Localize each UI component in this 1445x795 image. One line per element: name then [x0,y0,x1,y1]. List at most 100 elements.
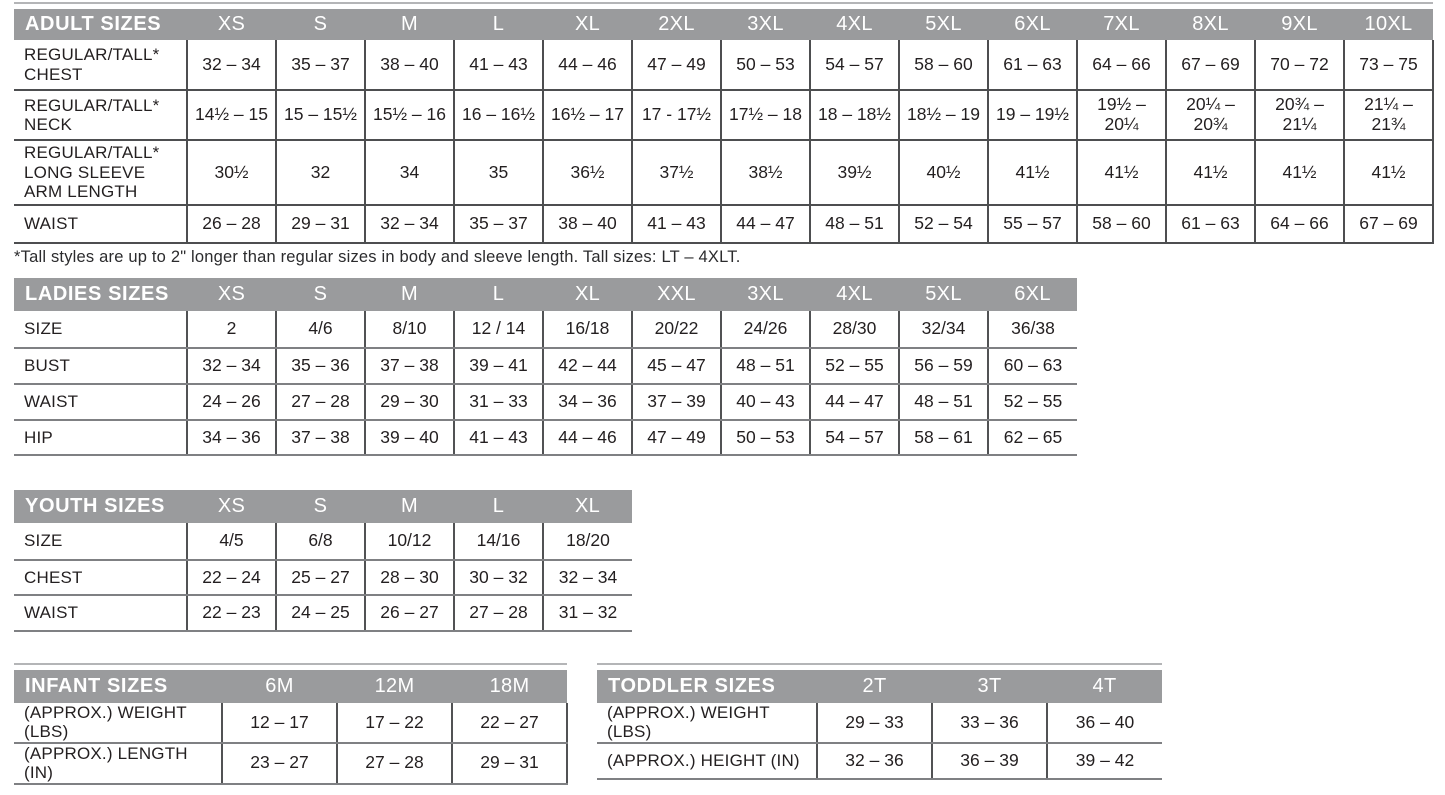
size-value-cell: 41 – 43 [453,420,543,456]
size-value-cell: 44 – 46 [542,420,632,456]
size-value-cell: 32 – 34 [186,40,276,91]
size-value-cell: 54 – 57 [809,40,899,91]
row-label: WAIST [14,205,187,244]
infant-table-row: (APPROX.) LENGTH (IN) 23 – 27 27 – 28 29 – … [14,742,568,785]
size-value-cell: 40 – 43 [720,384,810,421]
size-value-cell: 50 – 53 [720,40,810,91]
size-value-cell: 34 – 36 [542,384,632,421]
size-value-cell: 17 - 17½ [631,90,721,141]
row-label: (APPROX.) WEIGHT (LBS) [14,703,222,744]
youth-table-row: CHEST 22 – 24 25 – 27 28 – 30 30 – 32 32 – 34 [14,560,632,596]
ladies-column-header-xxl: XXL [632,278,721,311]
size-value-cell: 33 – 36 [931,703,1047,744]
ladies-column-header-l: L [454,278,543,311]
size-value-cell: 58 – 60 [1076,205,1166,244]
size-value-cell: 41½ [1076,140,1166,206]
youth-table-title: YOUTH SIZES [14,490,187,523]
size-value-cell: 23 – 27 [221,742,337,785]
row-label: (APPROX.) WEIGHT (LBS) [597,703,817,744]
toddler-table-row: (APPROX.) WEIGHT (LBS) 29 – 33 33 – 36 36 –… [597,703,1162,744]
adult-column-header-6xl: 6XL [988,9,1077,40]
size-value-cell: 24 – 26 [186,384,276,421]
size-value-cell: 32 – 34 [542,560,632,596]
adult-sizes-table: ADULT SIZES XS S M L XL 2XL 3XL 4XL 5XL 6XL 7XL 8XL 9… [14,9,1434,244]
youth-sizes-table: YOUTH SIZES XS S M L XL SIZE 4/5 6/8 10/12 14/16 18… [14,490,632,632]
adult-table-row: WAIST 26 – 28 29 – 31 32 – 34 35 – 37 38 – 40… [14,205,1434,244]
infant-table-title: INFANT SIZES [14,670,222,703]
size-value-cell: 30 – 32 [453,560,543,596]
size-value-cell: 37 – 38 [364,348,454,385]
size-value-cell: 17½ – 18 [720,90,810,141]
size-value-cell: 17 – 22 [336,703,452,744]
size-value-cell: 18½ – 19 [898,90,988,141]
size-value-cell: 37 – 38 [275,420,365,456]
youth-table-row: SIZE 4/5 6/8 10/12 14/16 18/20 [14,523,632,561]
size-value-cell: 39 – 40 [364,420,454,456]
infant-divider-line [14,663,567,665]
toddler-column-header-2t: 2T [817,670,932,703]
size-value-cell: 16/18 [542,311,632,349]
size-value-cell: 36 – 39 [931,742,1047,780]
ladies-table-title: LADIES SIZES [14,278,187,311]
ladies-column-header-6xl: 6XL [988,278,1077,311]
size-value-cell: 62 – 65 [987,420,1077,456]
size-value-cell: 16 – 16½ [453,90,543,141]
size-value-cell: 39 – 42 [1046,742,1162,780]
adult-column-header-xl: XL [543,9,632,40]
size-value-cell: 24/26 [720,311,810,349]
size-value-cell: 19½ – 20¼ [1076,90,1166,141]
adult-column-header-s: S [276,9,365,40]
adult-column-header-2xl: 2XL [632,9,721,40]
size-value-cell: 22 – 24 [186,560,276,596]
size-value-cell: 73 – 75 [1343,40,1434,91]
ladies-table-row: HIP 34 – 36 37 – 38 39 – 40 41 – 43 44 – 46 47… [14,420,1077,456]
size-value-cell: 61 – 63 [987,40,1077,91]
size-value-cell: 41½ [1343,140,1434,206]
size-value-cell: 4/6 [275,311,365,349]
size-value-cell: 10/12 [364,523,454,561]
size-value-cell: 47 – 49 [631,420,721,456]
toddler-table-row: (APPROX.) HEIGHT (IN) 32 – 36 36 – 39 39 – … [597,742,1162,780]
ladies-column-header-xs: XS [187,278,276,311]
size-value-cell: 28/30 [809,311,899,349]
infant-column-header-18m: 18M [452,670,567,703]
size-value-cell: 38 – 40 [364,40,454,91]
adult-table-grid: ADULT SIZES XS S M L XL 2XL 3XL 4XL 5XL 6XL 7XL 8XL 9… [14,9,1434,244]
ladies-column-header-m: M [365,278,454,311]
size-value-cell: 14½ – 15 [186,90,276,141]
size-value-cell: 32 – 34 [186,348,276,385]
row-label: REGULAR/TALL* CHEST [14,40,187,91]
size-value-cell: 2 [186,311,276,349]
size-value-cell: 12 / 14 [453,311,543,349]
size-value-cell: 37½ [631,140,721,206]
size-value-cell: 34 – 36 [186,420,276,456]
size-value-cell: 39½ [809,140,899,206]
row-label: REGULAR/TALL* LONG SLEEVE ARM LENGTH [14,140,187,206]
size-value-cell: 37 – 39 [631,384,721,421]
ladies-column-header-4xl: 4XL [810,278,899,311]
row-label: SIZE [14,311,187,349]
adult-column-header-10xl: 10XL [1344,9,1433,40]
size-value-cell: 52 – 55 [809,348,899,385]
size-value-cell: 27 – 28 [453,595,543,632]
size-value-cell: 27 – 28 [336,742,452,785]
size-value-cell: 54 – 57 [809,420,899,456]
size-value-cell: 35 – 36 [275,348,365,385]
row-label: HIP [14,420,187,456]
size-value-cell: 67 – 69 [1343,205,1434,244]
youth-table-grid: YOUTH SIZES XS S M L XL SIZE 4/5 6/8 10/12 14/16 18… [14,490,632,632]
ladies-column-header-5xl: 5XL [899,278,988,311]
size-value-cell: 58 – 61 [898,420,988,456]
size-value-cell: 21¼ – 21¾ [1343,90,1434,141]
youth-column-header-m: M [365,490,454,523]
size-value-cell: 38½ [720,140,810,206]
adult-column-header-9xl: 9XL [1255,9,1344,40]
adult-column-header-xs: XS [187,9,276,40]
size-value-cell: 44 – 47 [809,384,899,421]
youth-column-header-l: L [454,490,543,523]
size-value-cell: 44 – 47 [720,205,810,244]
adult-column-header-5xl: 5XL [899,9,988,40]
row-label: (APPROX.) LENGTH (IN) [14,742,222,785]
ladies-column-header-xl: XL [543,278,632,311]
size-value-cell: 41½ [987,140,1077,206]
